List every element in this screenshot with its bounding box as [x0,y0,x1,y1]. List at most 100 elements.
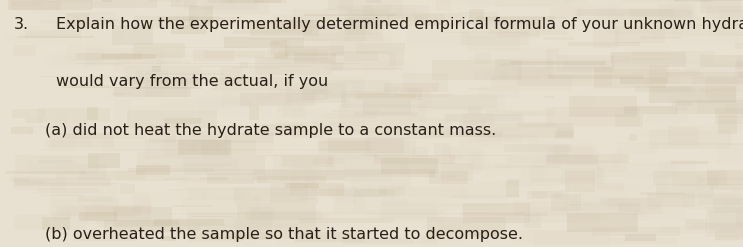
FancyBboxPatch shape [204,0,269,14]
FancyBboxPatch shape [224,132,274,143]
FancyBboxPatch shape [469,9,484,21]
FancyBboxPatch shape [256,93,324,101]
FancyBboxPatch shape [104,220,178,232]
FancyBboxPatch shape [442,147,481,161]
FancyBboxPatch shape [549,7,581,19]
FancyBboxPatch shape [406,88,423,94]
FancyBboxPatch shape [276,122,365,131]
FancyBboxPatch shape [567,202,660,210]
FancyBboxPatch shape [647,193,695,207]
FancyBboxPatch shape [257,176,326,183]
FancyBboxPatch shape [136,166,219,167]
FancyBboxPatch shape [356,93,422,100]
FancyBboxPatch shape [716,55,741,71]
FancyBboxPatch shape [507,178,572,186]
FancyBboxPatch shape [74,232,137,242]
FancyBboxPatch shape [442,32,527,33]
FancyBboxPatch shape [221,0,234,4]
FancyBboxPatch shape [411,147,428,162]
FancyBboxPatch shape [97,220,185,227]
FancyBboxPatch shape [274,53,288,59]
FancyBboxPatch shape [133,43,186,58]
FancyBboxPatch shape [741,96,743,109]
FancyBboxPatch shape [233,187,317,204]
FancyBboxPatch shape [592,30,620,48]
FancyBboxPatch shape [145,80,187,97]
FancyBboxPatch shape [565,0,585,2]
FancyBboxPatch shape [611,56,630,63]
FancyBboxPatch shape [507,155,591,164]
FancyBboxPatch shape [461,212,548,216]
FancyBboxPatch shape [736,62,743,77]
FancyBboxPatch shape [179,131,220,151]
FancyBboxPatch shape [322,127,392,144]
FancyBboxPatch shape [352,81,365,97]
FancyBboxPatch shape [181,178,267,184]
FancyBboxPatch shape [150,22,160,23]
FancyBboxPatch shape [270,39,290,52]
FancyBboxPatch shape [666,72,743,84]
FancyBboxPatch shape [189,187,243,200]
FancyBboxPatch shape [78,196,113,202]
FancyBboxPatch shape [557,55,614,72]
FancyBboxPatch shape [476,86,519,98]
FancyBboxPatch shape [285,183,319,187]
FancyBboxPatch shape [299,197,314,200]
FancyBboxPatch shape [676,100,743,114]
FancyBboxPatch shape [250,207,275,224]
FancyBboxPatch shape [524,214,541,228]
FancyBboxPatch shape [649,130,731,149]
FancyBboxPatch shape [201,155,513,156]
FancyBboxPatch shape [571,228,621,230]
FancyBboxPatch shape [37,108,111,123]
FancyBboxPatch shape [344,8,374,24]
FancyBboxPatch shape [257,171,323,176]
FancyBboxPatch shape [301,85,328,100]
FancyBboxPatch shape [227,0,265,3]
FancyBboxPatch shape [171,25,207,34]
FancyBboxPatch shape [649,65,669,83]
FancyBboxPatch shape [115,100,131,120]
FancyBboxPatch shape [137,223,224,232]
FancyBboxPatch shape [682,83,695,96]
FancyBboxPatch shape [517,67,611,86]
FancyBboxPatch shape [700,55,743,67]
FancyBboxPatch shape [247,210,322,220]
FancyBboxPatch shape [345,18,379,35]
FancyBboxPatch shape [557,127,574,137]
FancyBboxPatch shape [200,232,277,240]
FancyBboxPatch shape [565,171,595,192]
FancyBboxPatch shape [517,33,538,39]
FancyBboxPatch shape [724,104,737,114]
FancyBboxPatch shape [577,9,673,17]
FancyBboxPatch shape [487,110,555,116]
FancyBboxPatch shape [319,140,415,154]
FancyBboxPatch shape [381,158,438,174]
FancyBboxPatch shape [692,77,743,86]
FancyBboxPatch shape [114,170,201,181]
FancyBboxPatch shape [304,14,396,16]
FancyBboxPatch shape [16,125,77,128]
FancyBboxPatch shape [233,30,311,34]
FancyBboxPatch shape [112,93,126,95]
FancyBboxPatch shape [504,144,572,152]
FancyBboxPatch shape [149,125,176,143]
FancyBboxPatch shape [611,69,700,76]
FancyBboxPatch shape [14,178,111,186]
FancyBboxPatch shape [708,97,743,100]
FancyBboxPatch shape [184,163,232,165]
FancyBboxPatch shape [291,158,319,176]
FancyBboxPatch shape [381,199,408,207]
FancyBboxPatch shape [286,75,365,84]
FancyBboxPatch shape [607,22,684,34]
Text: (b) overheated the sample so that it started to decompose.: (b) overheated the sample so that it sta… [45,227,522,242]
FancyBboxPatch shape [273,15,336,29]
FancyBboxPatch shape [50,133,114,148]
FancyBboxPatch shape [488,124,573,138]
FancyBboxPatch shape [387,13,461,25]
FancyBboxPatch shape [707,170,743,185]
FancyBboxPatch shape [547,154,629,163]
FancyBboxPatch shape [624,106,677,114]
FancyBboxPatch shape [354,189,395,197]
FancyBboxPatch shape [427,132,502,137]
